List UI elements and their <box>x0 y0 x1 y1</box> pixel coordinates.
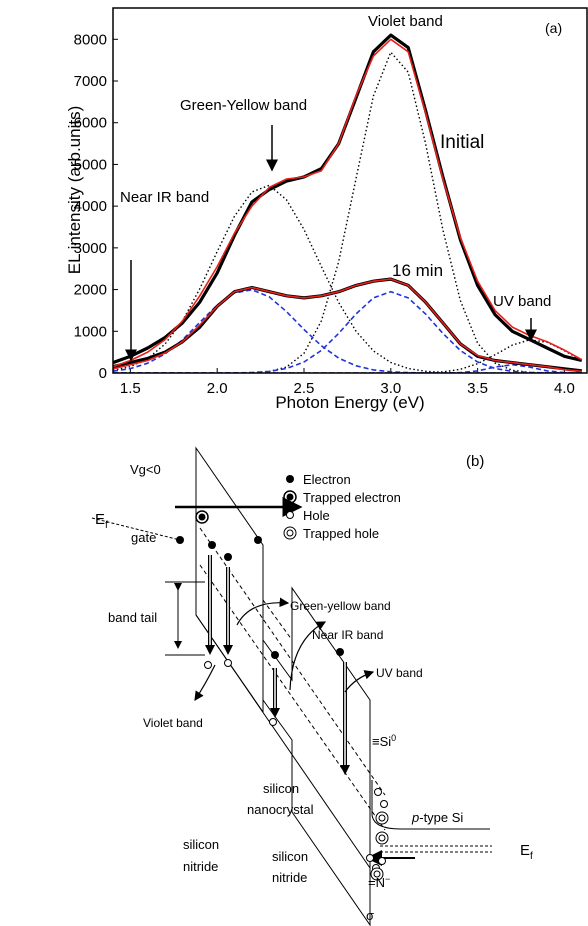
y-tick-label: 0 <box>99 365 107 382</box>
y-tick-label: 6000 <box>74 115 107 132</box>
panel-a: (a) Photon Energy (eV) EL intensity (arb… <box>65 7 588 412</box>
symbol: =N <box>368 875 385 890</box>
series-line <box>113 290 582 373</box>
subscript: f <box>530 851 533 862</box>
legend-label: Hole <box>303 508 330 523</box>
defect-label: =N− <box>368 874 390 890</box>
arrowheads <box>205 645 350 775</box>
x-tick-label: 4.0 <box>554 380 575 397</box>
y-tick-label: 5000 <box>74 156 107 173</box>
annotation: UV band <box>493 293 551 310</box>
panel-label: (a) <box>545 20 562 36</box>
legend-markers <box>283 475 297 540</box>
defect-label: ≡Si0 <box>372 733 396 749</box>
curved-arrow <box>194 597 375 701</box>
nanocrystal-block <box>262 586 371 926</box>
label: band tail <box>108 610 157 625</box>
symbol: ≡Si <box>372 734 391 749</box>
legend-label: Trapped hole <box>303 526 379 541</box>
x-tick-label: 2.0 <box>207 380 228 397</box>
italic: p <box>411 810 419 825</box>
holes <box>204 659 389 881</box>
label: silicon <box>183 837 219 852</box>
series-line <box>113 289 582 373</box>
plot-frame <box>112 7 588 374</box>
annotation: Near IR band <box>120 189 209 206</box>
series-line <box>113 363 582 373</box>
p-si-band <box>371 780 490 830</box>
label: σ <box>366 908 374 923</box>
annotation: 16 min <box>392 261 443 280</box>
label: nitride <box>272 870 307 885</box>
y-tick-label: 1000 <box>74 323 107 340</box>
label: UV band <box>376 666 423 680</box>
nitride-edge <box>195 614 371 869</box>
panel-b: (b) <box>91 446 533 926</box>
x-axis-label: Photon Energy (eV) <box>275 393 424 412</box>
series-line <box>113 278 582 373</box>
y-tick-label: 3000 <box>74 240 107 257</box>
x-tick-label: 2.5 <box>294 380 315 397</box>
annotation: Violet band <box>368 13 443 30</box>
panel-label: (b) <box>466 453 484 470</box>
label: Near IR band <box>312 628 383 642</box>
label: nitride <box>183 859 218 874</box>
fermi-label: Ef <box>520 842 533 862</box>
label: Green-yellow band <box>290 599 391 613</box>
x-tick-label: 3.5 <box>467 380 488 397</box>
series-line <box>113 184 582 373</box>
label: gate <box>131 530 156 545</box>
symbol: E <box>520 842 530 859</box>
y-axis-label: EL intensity (arb.units) <box>65 106 84 275</box>
bracket <box>165 581 205 656</box>
label: nanocrystal <box>247 802 314 817</box>
x-tick-label: 3.0 <box>380 380 401 397</box>
superscript: − <box>385 874 390 884</box>
label: Vg<0 <box>130 462 161 477</box>
fermi-label: Ef <box>95 511 108 531</box>
text: -type Si <box>419 810 463 825</box>
band-tail-line <box>199 527 386 831</box>
y-tick-label: 4000 <box>74 198 107 215</box>
label: silicon <box>272 849 308 864</box>
x-tick-label: 1.5 <box>120 380 141 397</box>
legend-label: Electron <box>303 472 351 487</box>
series-line <box>113 339 583 373</box>
electrons <box>176 510 344 659</box>
annotation: Initial <box>440 132 484 153</box>
label: p-type Si <box>411 810 463 825</box>
label: Violet band <box>143 716 203 730</box>
legend-label: Trapped electron <box>303 490 401 505</box>
y-tick-label: 7000 <box>74 73 107 90</box>
fermi-level <box>380 845 492 853</box>
fermi-level <box>91 517 181 541</box>
annotation: Green-Yellow band <box>180 97 307 114</box>
y-tick-label: 8000 <box>74 31 107 48</box>
series-line <box>113 38 583 368</box>
series-group <box>113 33 583 373</box>
superscript: 0 <box>391 733 396 743</box>
transition-arrows <box>209 555 346 765</box>
subscript: f <box>105 520 108 531</box>
y-tick-label: 2000 <box>74 282 107 299</box>
symbol: E <box>95 511 105 528</box>
label: silicon <box>263 781 299 796</box>
